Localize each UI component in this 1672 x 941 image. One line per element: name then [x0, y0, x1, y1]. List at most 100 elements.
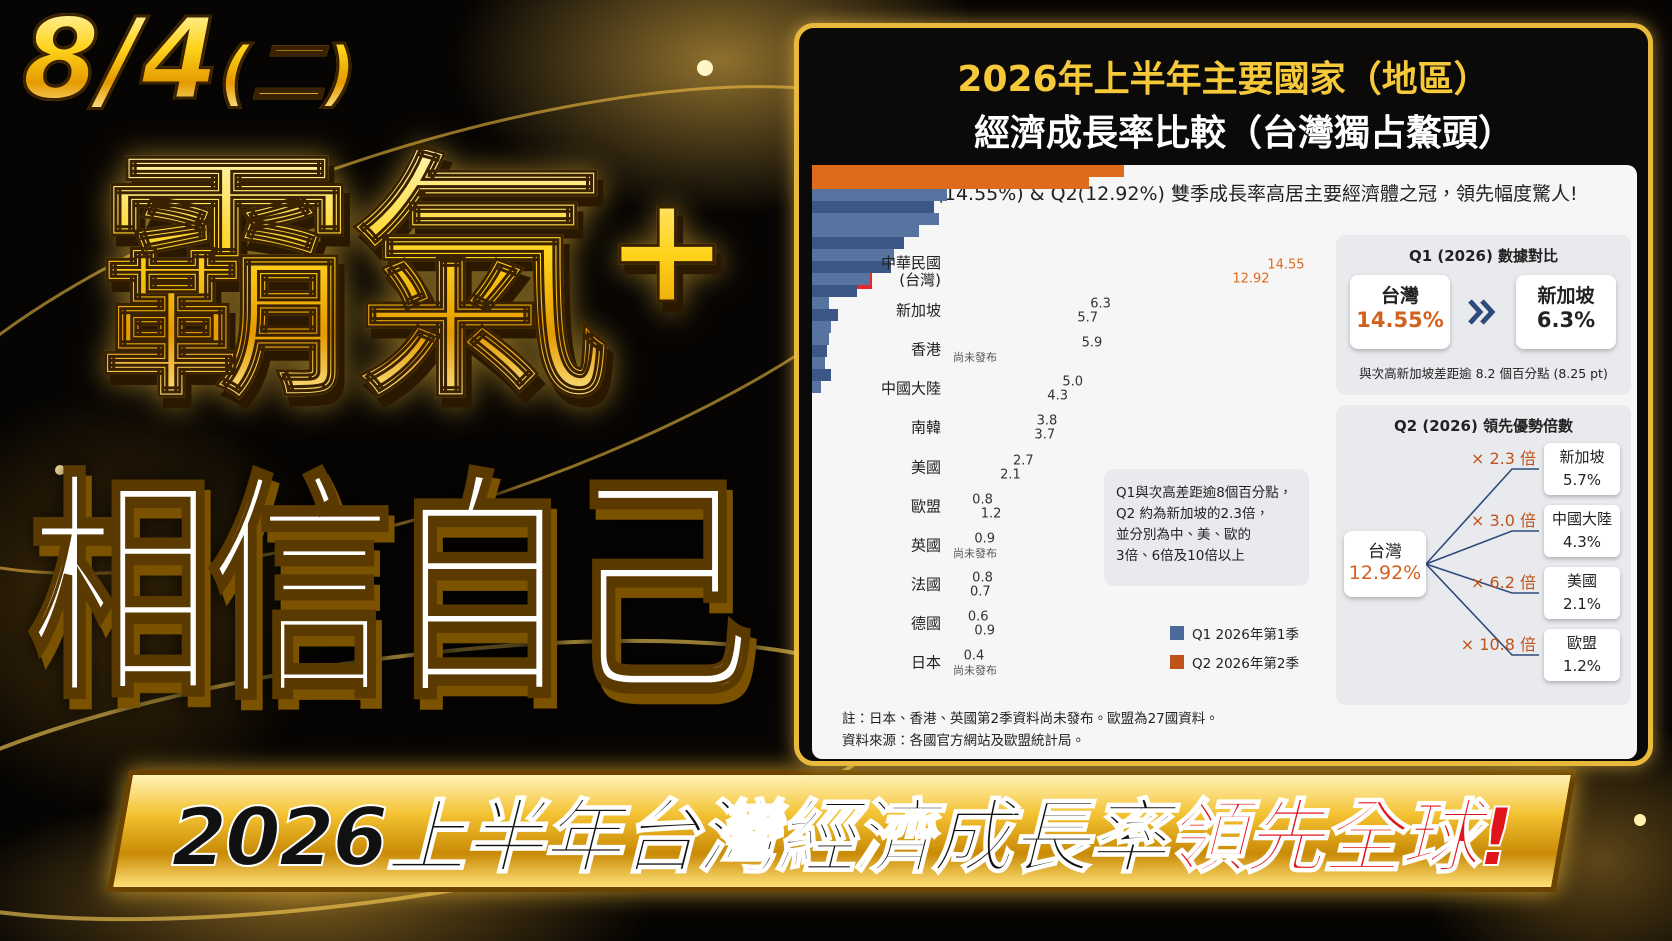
- annotation-line: Q2 約為新加坡的2.3倍，: [1116, 506, 1269, 522]
- value-label: 0.8: [972, 570, 993, 586]
- bar: [812, 369, 832, 381]
- category-label: 南韓: [910, 418, 941, 437]
- country-label: 新加坡: [1559, 448, 1605, 466]
- value-label: 0.9: [974, 531, 995, 547]
- q1-right: 新加坡 6.3%: [1516, 275, 1616, 349]
- value-label: 尚未發布: [953, 546, 997, 560]
- category-label: 香港: [910, 340, 941, 359]
- annotation: Q1與次高差距逾8個百分點， Q2 約為新加坡的2.3倍， 並分別為中、美、歐的 3倍…: [1104, 469, 1309, 586]
- value-label: 4.3: [1047, 388, 1068, 404]
- q1-card: Q1 (2026) 數據對比 台灣 14.55% 新加坡 6.3% 與次高新加坡…: [1336, 235, 1631, 395]
- value-label: 0.8: [972, 492, 993, 508]
- country-value: 5.7%: [1562, 471, 1602, 489]
- category-label: 中國大陸: [880, 379, 941, 398]
- country-box: 歐盟 1.2%: [1544, 629, 1620, 681]
- value-label: 5.7: [1077, 310, 1099, 326]
- value-label: 1.2: [980, 506, 1002, 522]
- plot: 中華民國 (台灣) 14.55 12.92 新加坡 6.3 5.7 香港 5.9 尚未發布 中國大…: [812, 165, 1332, 759]
- q1-right-value: 6.3%: [1536, 308, 1596, 332]
- annotation-line: 3倍、6倍及10倍以上: [1116, 548, 1245, 564]
- value-label: 3.7: [1034, 427, 1056, 443]
- bar: [812, 273, 870, 285]
- value-label: 3.8: [1036, 413, 1058, 429]
- bar: [812, 249, 894, 261]
- country-box: 美國 2.1%: [1544, 567, 1620, 619]
- value-label: 2.7: [1012, 453, 1034, 468]
- value-label: 14.55: [1267, 257, 1305, 273]
- multiple: × 3.0 倍: [1470, 511, 1536, 530]
- bar: [812, 237, 905, 249]
- country-label: 中國大陸: [1551, 510, 1612, 528]
- date-text: 8/4: [21, 0, 221, 125]
- connector: [1425, 468, 1539, 565]
- date: 8/4(二): [21, 3, 359, 118]
- panel-title: 2026年上半年主要國家（地區）: [957, 59, 1490, 100]
- bar: [812, 261, 892, 273]
- double-arrow: [1468, 299, 1496, 325]
- sparkle: [55, 465, 65, 475]
- category-label: 德國: [910, 614, 941, 633]
- q2-card: Q2 (2026) 領先優勢倍數 台灣 12.92% × 2.3 倍 新加坡 5.7…: [1336, 405, 1631, 705]
- connector: [1425, 530, 1539, 565]
- country-box: 新加坡 5.7%: [1544, 443, 1620, 495]
- category-label: 新加坡: [895, 301, 941, 320]
- bar: [812, 309, 838, 321]
- bar: [812, 321, 832, 333]
- country-value: 4.3%: [1562, 533, 1602, 551]
- value-label: 12.92: [1232, 271, 1270, 287]
- connectors: [1425, 468, 1539, 656]
- q1-left: 台灣 14.55%: [1350, 275, 1450, 349]
- category-label: 美國: [910, 457, 941, 476]
- value-label: 尚未發布: [953, 664, 997, 677]
- bar: [812, 213, 939, 225]
- q2-base: 台灣 12.92%: [1344, 531, 1426, 597]
- bar: [812, 357, 825, 369]
- panel-subtitle: 經濟成長率比較（台灣獨占鰲頭）: [973, 113, 1514, 154]
- legend-item: Q1 2026年第1季: [1170, 623, 1299, 643]
- country-label: 美國: [1566, 572, 1597, 590]
- legend-label: Q1 2026年第1季: [1192, 627, 1299, 643]
- arrow: [1468, 299, 1496, 325]
- bar: [812, 297, 830, 309]
- q1-left-label: 台灣: [1380, 285, 1419, 307]
- legend-item: Q2 2026年第2季: [1170, 652, 1299, 672]
- value-label: 0.6: [967, 609, 989, 625]
- value-label: 0.4: [963, 648, 985, 664]
- country-label: 歐盟: [1566, 634, 1597, 652]
- banner: 2026上半年台灣經濟成長率 領先全球!: [118, 770, 1566, 892]
- headline-1: 霸氣+: [95, 148, 732, 413]
- bar: [812, 225, 920, 237]
- bar: [812, 189, 948, 201]
- bar: [812, 345, 828, 357]
- bar: [812, 165, 1125, 177]
- legend-label: Q2 2026年第2季: [1192, 656, 1299, 672]
- legend-swatch: [1170, 655, 1184, 669]
- category-label: 法國: [910, 575, 941, 594]
- bar: [812, 201, 935, 213]
- connector: [1425, 563, 1539, 594]
- sparkle: [1634, 814, 1646, 826]
- category-label: 中華民國 (台灣): [880, 253, 941, 289]
- multiple: × 10.8 倍: [1460, 635, 1536, 654]
- value-label: 尚未發布: [953, 351, 997, 365]
- headline-1-text: 霸氣: [95, 128, 614, 433]
- annotation-line: Q1與次高差距逾8個百分點，: [1116, 485, 1293, 501]
- value-label: 2.1: [1000, 467, 1021, 482]
- sparkle: [697, 60, 713, 76]
- bar: [812, 177, 1090, 189]
- bar: [812, 381, 821, 393]
- bar: [812, 285, 858, 297]
- bar: [812, 333, 830, 345]
- annotation-line: 並分別為中、美、歐的: [1116, 527, 1251, 543]
- headline-2: 相信自己: [26, 449, 755, 732]
- q1-title: Q1 (2026) 數據對比: [1408, 247, 1559, 265]
- note: 資料來源：各國官方網站及歐盟統計局。: [842, 733, 1085, 749]
- q1-note: 與次高新加坡差距逾 8.2 個百分點 (8.25 pt): [1359, 366, 1608, 381]
- country-value: 1.2%: [1562, 657, 1602, 675]
- connector: [1425, 563, 1539, 656]
- weekday: (二): [217, 31, 358, 115]
- q2-title: Q2 (2026) 領先優勢倍數: [1393, 417, 1574, 435]
- q2-base-value: 12.92%: [1348, 562, 1422, 584]
- q1-right-label: 新加坡: [1537, 285, 1595, 307]
